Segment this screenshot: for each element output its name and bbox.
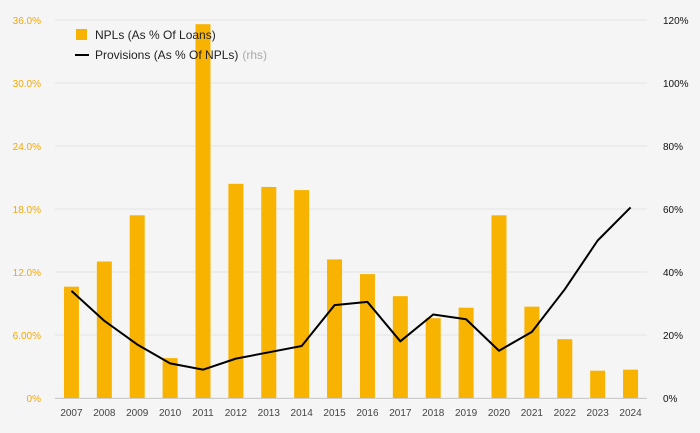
bar (491, 215, 507, 398)
x-tick-label: 2023 (587, 408, 610, 419)
x-tick-label: 2020 (488, 408, 511, 419)
x-tick-label: 2017 (389, 408, 412, 419)
line-series (70, 206, 632, 371)
x-tick-label: 2008 (93, 408, 116, 419)
right-tick-label: 40% (663, 268, 683, 279)
x-tick-label: 2013 (258, 408, 281, 419)
bar (129, 215, 145, 398)
left-tick-label: 36.0% (13, 16, 41, 27)
legend-bar-label: NPLs (As % Of Loans) (95, 28, 216, 42)
legend-line-suffix: (rhs) (242, 48, 267, 62)
bar (63, 286, 79, 398)
x-tick-label: 2014 (291, 408, 314, 419)
bar (425, 318, 441, 398)
right-tick-label: 80% (663, 142, 683, 153)
x-axis: 2007 2008 2009 2010 2011 2012 2013 2014 2015 2016… (55, 398, 647, 419)
right-tick-label: 120% (663, 16, 689, 27)
x-tick-label: 2010 (159, 408, 182, 419)
x-tick-label: 2024 (619, 408, 642, 419)
legend: NPLs (As % Of Loans) Provisions (As % Of… (75, 28, 267, 62)
bar (392, 296, 408, 398)
left-tick-label: 18.0% (13, 205, 41, 216)
right-tick-label: 0% (663, 394, 678, 405)
x-tick-label: 2022 (554, 408, 577, 419)
right-axis-ticks: 0% 20% 40% 60% 80% 100% 120% (663, 16, 689, 405)
left-tick-label: 0% (27, 394, 42, 405)
bar (623, 369, 639, 398)
x-tick-label: 2011 (192, 408, 214, 419)
left-tick-label: 12.0% (13, 268, 41, 279)
bar (294, 190, 310, 398)
bar (195, 24, 211, 398)
left-tick-label: 24.0% (13, 142, 41, 153)
right-tick-label: 60% (663, 205, 683, 216)
x-tick-label: 2015 (323, 408, 346, 419)
legend-bar-swatch (76, 29, 87, 40)
x-tick-label: 2009 (126, 408, 149, 419)
bar (359, 274, 375, 398)
x-tick-label: 2019 (455, 408, 478, 419)
x-tick-label: 2012 (225, 408, 248, 419)
right-tick-label: 20% (663, 331, 683, 342)
left-tick-label: 30.0% (13, 79, 41, 90)
bar-series (63, 24, 639, 398)
bar (557, 339, 573, 398)
bar (327, 259, 343, 398)
bar (96, 261, 112, 398)
provisions-line (70, 206, 632, 371)
x-tick-label: 2018 (422, 408, 445, 419)
legend-line-text: Provisions (As % Of NPLs) (rhs) (95, 48, 267, 62)
left-axis-ticks: 0% 6.00% 12.0% 18.0% 24.0% 30.0% 36.0% (13, 16, 41, 405)
x-tick-label: 2007 (60, 408, 83, 419)
bar (458, 307, 474, 398)
bar (228, 183, 244, 398)
bar (590, 370, 606, 398)
bar (261, 186, 277, 398)
x-tick-label: 2016 (356, 408, 379, 419)
right-tick-label: 100% (663, 79, 689, 90)
x-tick-label: 2021 (521, 408, 544, 419)
gridlines (55, 19, 647, 399)
bar (162, 358, 178, 398)
bar (524, 306, 540, 398)
legend-line-label: Provisions (As % Of NPLs) (95, 48, 238, 62)
left-tick-label: 6.00% (13, 331, 41, 342)
